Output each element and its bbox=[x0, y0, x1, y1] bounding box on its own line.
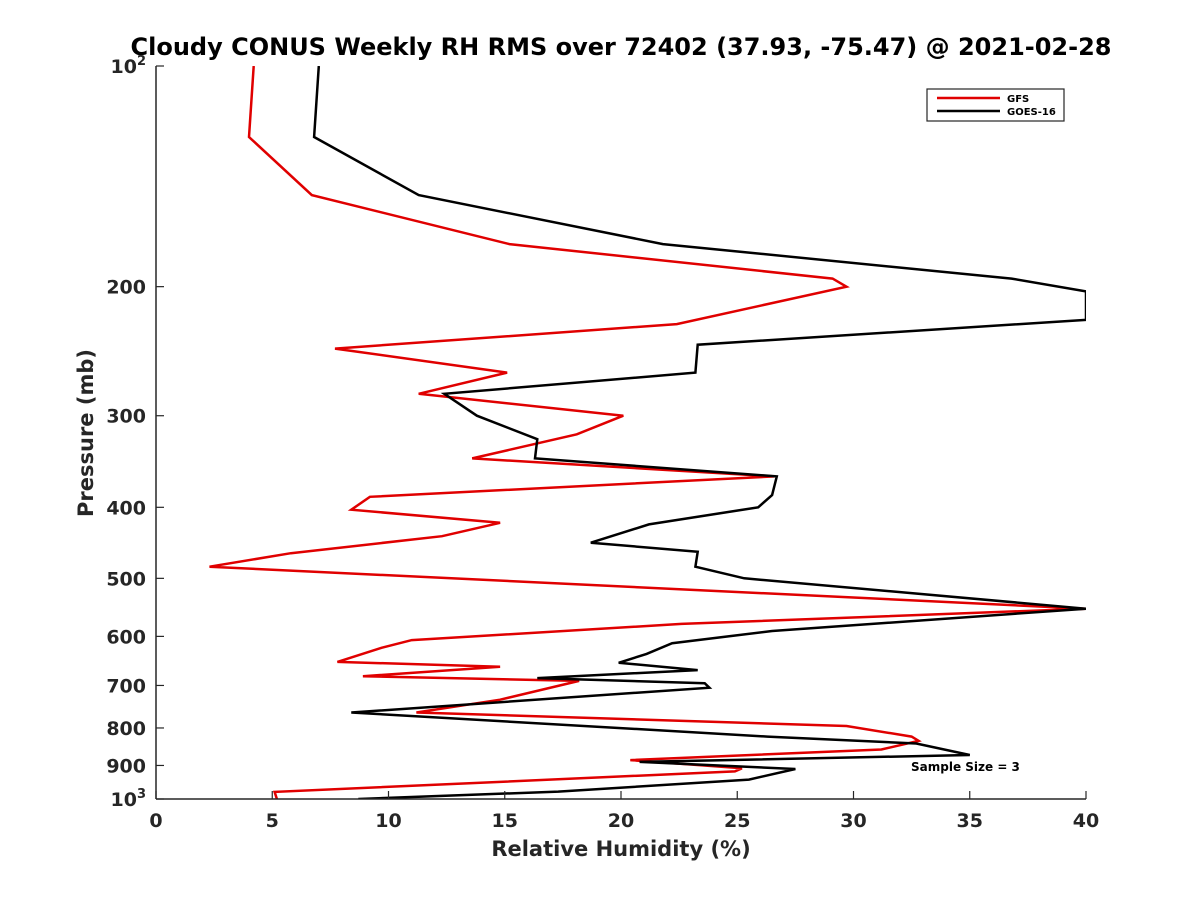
x-tick-label: 10 bbox=[375, 810, 401, 832]
axes: 0 5 10 15 20 25 30 35 40 102 200 300 400 500 600 700 80… bbox=[106, 54, 1099, 832]
y-tick-label: 102 bbox=[111, 54, 147, 78]
x-tick-label: 20 bbox=[608, 810, 634, 832]
y-tick-label: 700 bbox=[106, 675, 146, 697]
x-tick-label: 0 bbox=[149, 810, 162, 832]
chart-title: Cloudy CONUS Weekly RH RMS over 72402 (3… bbox=[131, 33, 1112, 61]
x-ticks: 0 5 10 15 20 25 30 35 40 bbox=[149, 791, 1099, 832]
legend-box bbox=[926, 88, 1065, 122]
legend-label-goes16: GOES-16 bbox=[1007, 107, 1056, 118]
y-axis-label: Pressure (mb) bbox=[74, 349, 98, 517]
y-tick-label: 600 bbox=[106, 626, 146, 648]
x-axis-label: Relative Humidity (%) bbox=[491, 837, 750, 861]
x-tick-label: 5 bbox=[266, 810, 279, 832]
legend-label-gfs: GFS bbox=[1007, 94, 1029, 105]
x-tick-label: 40 bbox=[1073, 810, 1099, 832]
series-line-gfs bbox=[209, 66, 1086, 799]
y-tick-label: 800 bbox=[106, 718, 146, 740]
x-tick-label: 35 bbox=[957, 810, 983, 832]
x-tick-label: 15 bbox=[492, 810, 518, 832]
series-line-goes16 bbox=[312, 66, 1086, 799]
y-tick-label: 900 bbox=[106, 755, 146, 777]
y-tick-label: 400 bbox=[106, 497, 146, 519]
x-tick-label: 25 bbox=[724, 810, 750, 832]
y-tick-label: 300 bbox=[106, 406, 146, 428]
x-tick-label: 30 bbox=[840, 810, 866, 832]
y-tick-label: 200 bbox=[106, 277, 146, 299]
plot-lines bbox=[209, 66, 1086, 799]
y-ticks: 102 200 300 400 500 600 700 800 900 103 bbox=[106, 54, 164, 811]
y-tick-label: 103 bbox=[111, 787, 147, 811]
y-tick-label: 500 bbox=[106, 568, 146, 590]
legend: GFS GOES-16 bbox=[926, 88, 1065, 122]
sample-size-annotation: Sample Size = 3 bbox=[911, 760, 1020, 774]
